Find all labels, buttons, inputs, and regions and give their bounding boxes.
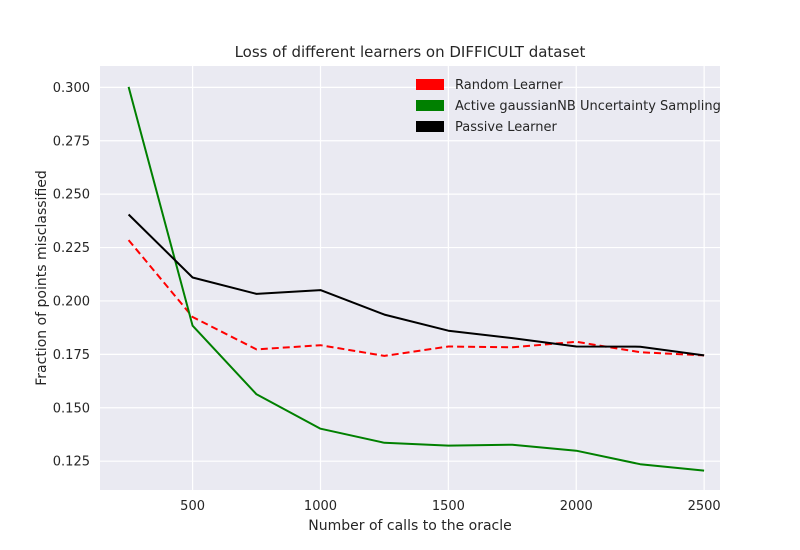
y-tick-label: 0.300 [53, 81, 90, 96]
x-tick-label: 500 [180, 499, 205, 514]
series-line-random-learner [127, 239, 705, 357]
x-tick-labels: 500 1000 1500 2000 2500 [180, 499, 721, 514]
x-tick-label: 2500 [688, 499, 721, 514]
series-line-active-uncertainty [127, 86, 705, 472]
legend-label-random: Random Learner [455, 78, 563, 93]
plot-area [100, 66, 720, 490]
series-group [127, 86, 705, 472]
y-tick-label: 0.225 [53, 241, 90, 256]
x-tick-label: 1500 [432, 499, 465, 514]
legend-swatch-passive [416, 121, 444, 132]
legend-swatch-active [416, 100, 444, 111]
y-tick-label: 0.250 [53, 188, 90, 203]
legend-label-passive: Passive Learner [455, 120, 558, 135]
x-tick-label: 1000 [304, 499, 337, 514]
chart-title: Loss of different learners on DIFFICULT … [235, 43, 586, 61]
x-axis-label: Number of calls to the oracle [308, 518, 511, 534]
x-tick-label: 2000 [560, 499, 593, 514]
y-tick-label: 0.275 [53, 134, 90, 149]
y-tick-label: 0.125 [53, 455, 90, 470]
legend-label-active: Active gaussianNB Uncertainty Sampling [455, 99, 721, 114]
y-tick-label: 0.175 [53, 348, 90, 363]
grid [100, 66, 720, 490]
y-tick-label: 0.150 [53, 401, 90, 416]
series-line-passive-learner [127, 213, 705, 357]
y-tick-label: 0.200 [53, 294, 90, 309]
y-tick-labels: 0.125 0.150 0.175 0.200 0.225 0.250 0.275 0.300 [53, 81, 90, 470]
y-axis-label: Fraction of points misclassified [34, 170, 50, 386]
legend-swatch-random [416, 79, 444, 90]
legend: Random Learner Active gaussianNB Uncerta… [416, 78, 721, 135]
